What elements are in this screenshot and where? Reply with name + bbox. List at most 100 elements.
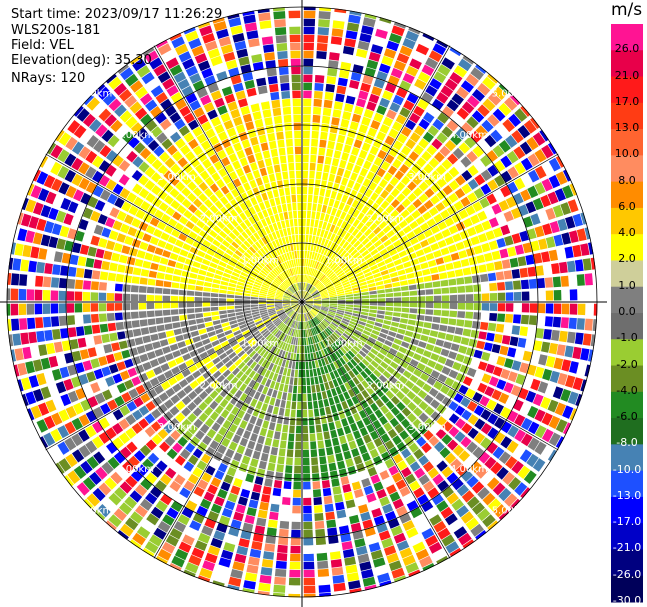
gate-cell: [323, 230, 329, 239]
gate-cell: [306, 385, 311, 394]
gate-cell: [552, 276, 561, 288]
gate-cell: [399, 164, 409, 174]
gate-cell: [210, 293, 219, 298]
gate-cell: [534, 182, 546, 195]
gate-cell: [364, 241, 373, 249]
gate-cell: [347, 272, 355, 279]
gate-cell: [366, 101, 377, 112]
gate-cell: [395, 264, 404, 271]
gate-cell: [313, 252, 318, 261]
gate-cell: [293, 385, 298, 394]
gate-cell: [322, 172, 329, 181]
gate-cell: [294, 293, 300, 300]
gate-cell: [345, 30, 358, 40]
gate-cell: [170, 295, 179, 302]
gate-cell: [69, 254, 79, 265]
gate-cell: [174, 43, 189, 56]
gate-cell: [167, 376, 178, 386]
gate-cell: [87, 196, 99, 208]
gate-cell: [288, 385, 293, 393]
gate-cell: [295, 283, 299, 291]
gate-cell: [163, 316, 172, 323]
gate-cell: [560, 275, 569, 287]
gate-cell: [240, 353, 248, 361]
range-ring-label: 4.00km: [116, 130, 154, 141]
gate-cell: [149, 377, 160, 387]
gate-cell: [289, 319, 294, 327]
gate-cell: [437, 112, 449, 124]
gate-cell: [450, 252, 460, 261]
gate-cell: [290, 42, 301, 51]
gate-cell: [466, 475, 479, 488]
gate-cell: [412, 243, 422, 251]
gate-cell: [126, 338, 136, 348]
gate-cell: [480, 437, 492, 449]
gate-cell: [239, 339, 247, 346]
gate-cell: [341, 541, 353, 551]
gate-cell: [64, 421, 76, 435]
gate-cell: [400, 175, 411, 186]
gate-cell: [253, 283, 261, 289]
gate-cell: [278, 264, 284, 272]
gate-cell: [477, 104, 490, 117]
gate-cell: [342, 241, 350, 249]
gate-cell: [447, 270, 456, 278]
gate-cell: [409, 374, 419, 384]
gate-cell: [165, 467, 177, 479]
gate-cell: [313, 227, 318, 236]
gate-cell: [169, 417, 180, 429]
gate-cell: [303, 66, 313, 75]
gate-cell: [138, 311, 147, 319]
gate-cell: [494, 333, 503, 344]
gate-cell: [228, 316, 237, 322]
gate-cell: [160, 473, 172, 486]
gate-cell: [153, 64, 167, 77]
azimuth-spoke: [45, 153, 303, 303]
gate-cell: [304, 283, 307, 291]
gate-cell: [204, 199, 214, 209]
gate-cell: [344, 38, 356, 48]
gate-cell: [264, 320, 272, 326]
gate-cell: [511, 130, 524, 144]
gate-cell: [333, 265, 340, 273]
gate-cell: [94, 200, 106, 212]
gate-cell: [358, 234, 367, 243]
gate-cell: [269, 271, 277, 278]
gate-cell: [439, 447, 451, 459]
gate-cell: [194, 291, 203, 297]
gate-cell: [290, 302, 299, 305]
gate-cell: [362, 330, 371, 336]
gate-cell: [392, 281, 401, 288]
gate-cell: [85, 440, 98, 454]
gate-cell: [364, 526, 376, 537]
gate-cell: [184, 258, 194, 266]
gate-cell: [425, 534, 439, 547]
gate-cell: [424, 282, 433, 289]
gate-cell: [189, 73, 202, 84]
gate-cell: [409, 359, 419, 367]
gate-cell: [267, 132, 276, 142]
gate-cell: [322, 374, 328, 383]
gate-cell: [369, 306, 378, 310]
gate-cell: [138, 405, 150, 416]
gate-cell: [258, 134, 267, 144]
gate-cell: [274, 213, 280, 222]
gate-cell: [450, 458, 462, 471]
gate-cell: [227, 286, 236, 291]
gate-cell: [312, 122, 320, 131]
gate-cell: [392, 498, 404, 510]
gate-cell: [234, 205, 243, 215]
gate-cell: [117, 64, 129, 74]
gate-cell: [51, 316, 60, 327]
gate-cell: [239, 383, 247, 392]
gate-cell: [309, 259, 313, 268]
gate-cell: [293, 304, 300, 310]
gate-cell: [265, 125, 275, 134]
gate-cell: [25, 361, 35, 374]
gate-cell: [173, 328, 182, 336]
gate-cell: [240, 271, 249, 278]
gate-cell: [253, 232, 261, 241]
gate-cell: [503, 270, 513, 280]
gate-cell: [318, 273, 325, 281]
gate-cell: [203, 281, 212, 288]
